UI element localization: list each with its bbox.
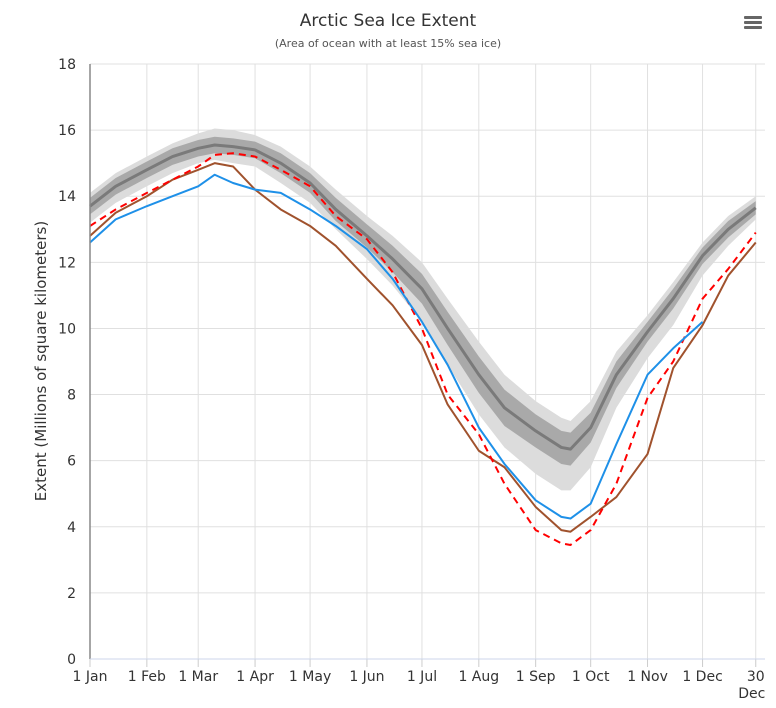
median-line	[89, 143, 757, 451]
series-line	[89, 152, 757, 546]
y-tick-label: 18	[58, 57, 76, 73]
x-tick-label: 1 Jan	[73, 669, 108, 685]
y-tick-label: 14	[58, 189, 76, 205]
x-tick-label: 1 Dec	[682, 669, 722, 685]
series-line	[89, 162, 757, 533]
y-tick-label: 4	[67, 520, 76, 536]
x-tick-label: 1 Jun	[349, 669, 384, 685]
y-tick-label: 12	[58, 255, 76, 271]
y-tick-label: 0	[67, 652, 76, 668]
chart-subtitle: (Area of ocean with at least 15% sea ice…	[275, 37, 501, 50]
x-tick-label: 1 Feb	[128, 669, 166, 685]
x-tick-label: 1 Mar	[178, 669, 218, 685]
x-tick-label: 1 Sep	[516, 669, 556, 685]
range-band	[90, 136, 756, 466]
series-line	[89, 173, 704, 520]
y-tick-label: 8	[67, 388, 76, 404]
y-tick-label: 16	[58, 123, 76, 139]
x-tick-label: 1 Jul	[407, 669, 437, 685]
range-band	[90, 128, 756, 491]
x-tick-label: 30	[747, 669, 765, 685]
hamburger-menu-icon[interactable]	[744, 16, 762, 32]
x-tick-label: 1 Nov	[627, 669, 668, 685]
chart-title: Arctic Sea Ice Extent	[300, 11, 477, 31]
x-tick-label: 1 Oct	[572, 669, 610, 685]
y-tick-label: 2	[67, 586, 76, 602]
x-tick-label: 1 Aug	[458, 669, 499, 685]
y-axis-label: Extent (Millions of square kilometers)	[32, 221, 50, 501]
x-tick-label: Dec	[738, 686, 765, 702]
x-tick-label: 1 Apr	[236, 669, 274, 685]
y-tick-label: 10	[58, 321, 76, 337]
x-tick-label: 1 May	[289, 669, 331, 685]
y-tick-label: 6	[67, 454, 76, 470]
